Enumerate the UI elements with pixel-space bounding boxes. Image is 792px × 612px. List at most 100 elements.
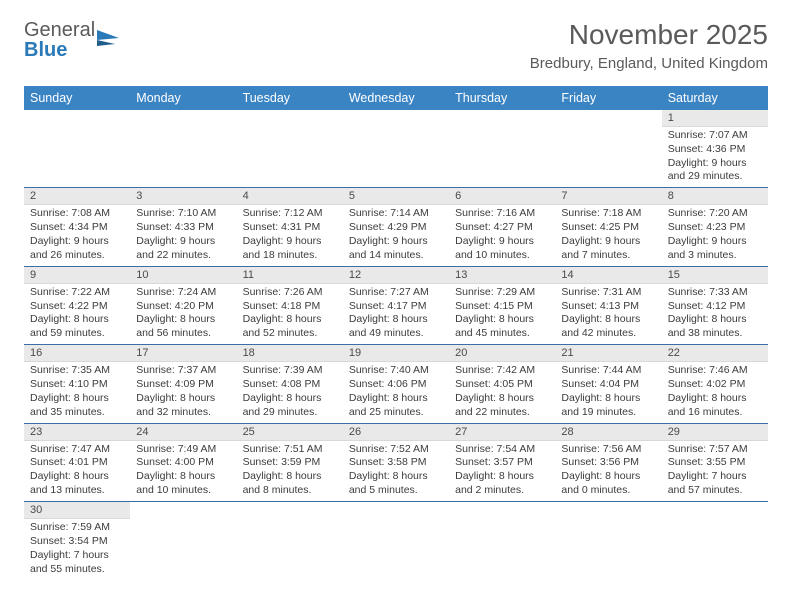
calendar-cell: 27Sunrise: 7:54 AMSunset: 3:57 PMDayligh… [449,423,555,501]
day-number: 28 [555,424,661,441]
calendar-cell: 19Sunrise: 7:40 AMSunset: 4:06 PMDayligh… [343,345,449,423]
calendar-cell: 15Sunrise: 7:33 AMSunset: 4:12 PMDayligh… [662,266,768,344]
sunset-line: Sunset: 4:36 PM [668,143,762,157]
sunrise-line: Sunrise: 7:54 AM [455,443,549,457]
sunset-line: Sunset: 4:29 PM [349,221,443,235]
sunrise-line: Sunrise: 7:39 AM [243,364,337,378]
sunrise-line: Sunrise: 7:37 AM [136,364,230,378]
day-number: 19 [343,345,449,362]
calendar-cell: 30Sunrise: 7:59 AMSunset: 3:54 PMDayligh… [24,501,130,579]
calendar-cell: 8Sunrise: 7:20 AMSunset: 4:23 PMDaylight… [662,188,768,266]
daylight-line: Daylight: 8 hours and 16 minutes. [668,392,762,420]
calendar-cell: 4Sunrise: 7:12 AMSunset: 4:31 PMDaylight… [237,188,343,266]
calendar-cell [449,110,555,188]
daylight-line: Daylight: 8 hours and 8 minutes. [243,470,337,498]
calendar-thead: SundayMondayTuesdayWednesdayThursdayFrid… [24,86,768,110]
daylight-line: Daylight: 9 hours and 22 minutes. [136,235,230,263]
sunrise-line: Sunrise: 7:42 AM [455,364,549,378]
day-number: 8 [662,188,768,205]
daylight-line: Daylight: 9 hours and 18 minutes. [243,235,337,263]
day-number: 29 [662,424,768,441]
calendar-cell: 23Sunrise: 7:47 AMSunset: 4:01 PMDayligh… [24,423,130,501]
calendar-cell: 17Sunrise: 7:37 AMSunset: 4:09 PMDayligh… [130,345,236,423]
weekday-header: Wednesday [343,86,449,110]
daylight-line: Daylight: 9 hours and 7 minutes. [561,235,655,263]
day-number: 5 [343,188,449,205]
daylight-line: Daylight: 8 hours and 49 minutes. [349,313,443,341]
day-body: Sunrise: 7:52 AMSunset: 3:58 PMDaylight:… [343,441,449,501]
header: General Blue November 2025 Bredbury, Eng… [0,0,792,80]
day-number: 14 [555,267,661,284]
sunset-line: Sunset: 4:31 PM [243,221,337,235]
day-number: 3 [130,188,236,205]
calendar-cell: 11Sunrise: 7:26 AMSunset: 4:18 PMDayligh… [237,266,343,344]
daylight-line: Daylight: 9 hours and 26 minutes. [30,235,124,263]
calendar-cell [449,501,555,579]
calendar-cell: 21Sunrise: 7:44 AMSunset: 4:04 PMDayligh… [555,345,661,423]
day-body: Sunrise: 7:29 AMSunset: 4:15 PMDaylight:… [449,284,555,344]
day-number: 23 [24,424,130,441]
sunset-line: Sunset: 3:57 PM [455,456,549,470]
sunrise-line: Sunrise: 7:07 AM [668,129,762,143]
sunset-line: Sunset: 4:34 PM [30,221,124,235]
calendar-cell: 13Sunrise: 7:29 AMSunset: 4:15 PMDayligh… [449,266,555,344]
calendar-cell: 12Sunrise: 7:27 AMSunset: 4:17 PMDayligh… [343,266,449,344]
daylight-line: Daylight: 8 hours and 45 minutes. [455,313,549,341]
sunset-line: Sunset: 4:05 PM [455,378,549,392]
sunrise-line: Sunrise: 7:49 AM [136,443,230,457]
calendar-cell: 22Sunrise: 7:46 AMSunset: 4:02 PMDayligh… [662,345,768,423]
day-body: Sunrise: 7:51 AMSunset: 3:59 PMDaylight:… [237,441,343,501]
sunset-line: Sunset: 4:17 PM [349,300,443,314]
weekday-header: Friday [555,86,661,110]
daylight-line: Daylight: 8 hours and 42 minutes. [561,313,655,341]
day-number: 6 [449,188,555,205]
day-body: Sunrise: 7:33 AMSunset: 4:12 PMDaylight:… [662,284,768,344]
sunset-line: Sunset: 4:09 PM [136,378,230,392]
day-body: Sunrise: 7:35 AMSunset: 4:10 PMDaylight:… [24,362,130,422]
calendar-row: 2Sunrise: 7:08 AMSunset: 4:34 PMDaylight… [24,188,768,266]
daylight-line: Daylight: 8 hours and 25 minutes. [349,392,443,420]
sunrise-line: Sunrise: 7:08 AM [30,207,124,221]
sunset-line: Sunset: 4:10 PM [30,378,124,392]
calendar-cell: 1Sunrise: 7:07 AMSunset: 4:36 PMDaylight… [662,110,768,188]
day-body: Sunrise: 7:40 AMSunset: 4:06 PMDaylight:… [343,362,449,422]
logo-word2: Blue [24,39,67,61]
daylight-line: Daylight: 9 hours and 14 minutes. [349,235,443,263]
day-body: Sunrise: 7:39 AMSunset: 4:08 PMDaylight:… [237,362,343,422]
sunrise-line: Sunrise: 7:44 AM [561,364,655,378]
day-number: 4 [237,188,343,205]
sunset-line: Sunset: 4:18 PM [243,300,337,314]
day-number: 10 [130,267,236,284]
day-body: Sunrise: 7:47 AMSunset: 4:01 PMDaylight:… [24,441,130,501]
day-number: 20 [449,345,555,362]
day-body: Sunrise: 7:18 AMSunset: 4:25 PMDaylight:… [555,205,661,265]
sunset-line: Sunset: 3:54 PM [30,535,124,549]
logo-text: General Blue [24,20,95,60]
sunset-line: Sunset: 4:33 PM [136,221,230,235]
sunrise-line: Sunrise: 7:52 AM [349,443,443,457]
daylight-line: Daylight: 8 hours and 22 minutes. [455,392,549,420]
calendar-cell: 9Sunrise: 7:22 AMSunset: 4:22 PMDaylight… [24,266,130,344]
day-number: 17 [130,345,236,362]
daylight-line: Daylight: 8 hours and 56 minutes. [136,313,230,341]
calendar-row: 23Sunrise: 7:47 AMSunset: 4:01 PMDayligh… [24,423,768,501]
sunrise-line: Sunrise: 7:20 AM [668,207,762,221]
daylight-line: Daylight: 8 hours and 52 minutes. [243,313,337,341]
calendar-table: SundayMondayTuesdayWednesdayThursdayFrid… [24,86,768,580]
calendar-cell [343,501,449,579]
sunrise-line: Sunrise: 7:33 AM [668,286,762,300]
day-number: 7 [555,188,661,205]
flag-icon [95,26,125,50]
calendar-cell: 2Sunrise: 7:08 AMSunset: 4:34 PMDaylight… [24,188,130,266]
weekday-header: Monday [130,86,236,110]
calendar-cell: 24Sunrise: 7:49 AMSunset: 4:00 PMDayligh… [130,423,236,501]
sunrise-line: Sunrise: 7:59 AM [30,521,124,535]
day-body: Sunrise: 7:31 AMSunset: 4:13 PMDaylight:… [555,284,661,344]
daylight-line: Daylight: 9 hours and 29 minutes. [668,157,762,185]
calendar-cell [24,110,130,188]
sunrise-line: Sunrise: 7:51 AM [243,443,337,457]
day-number: 13 [449,267,555,284]
sunset-line: Sunset: 4:15 PM [455,300,549,314]
calendar-cell: 16Sunrise: 7:35 AMSunset: 4:10 PMDayligh… [24,345,130,423]
day-body: Sunrise: 7:24 AMSunset: 4:20 PMDaylight:… [130,284,236,344]
